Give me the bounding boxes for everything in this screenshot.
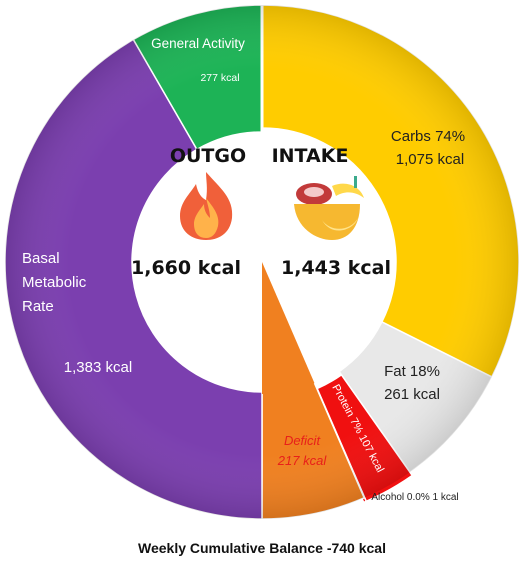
carbs-value: 1,075 kcal	[396, 151, 464, 168]
deficit-label: Deficit	[284, 433, 322, 448]
bmr-label-line: Rate	[22, 298, 54, 315]
food-bowl-icon	[294, 176, 364, 240]
fire-icon	[180, 172, 233, 240]
outgo-heading: OUTGO	[170, 145, 246, 167]
alcohol-label: Alcohol 0.0% 1 kcal	[371, 492, 458, 503]
chart-title: Weekly Cumulative Balance -740 kcal	[138, 540, 386, 556]
carbs-pct-label: Carbs 74%	[391, 128, 465, 145]
bmr-value: 1,383 kcal	[64, 359, 132, 376]
outgo-total: 1,660 kcal	[131, 257, 241, 279]
general-activity-label: General Activity	[151, 36, 245, 51]
bmr-label-line: Basal	[22, 250, 60, 267]
fat-value: 261 kcal	[384, 386, 440, 403]
deficit-value: 217 kcal	[277, 453, 328, 468]
general-activity-value: 277 kcal	[200, 72, 239, 84]
fat-pct-label: Fat 18%	[384, 363, 440, 380]
bmr-label-line: Metabolic	[22, 274, 87, 291]
intake-total: 1,443 kcal	[281, 257, 391, 279]
ring-shading	[5, 5, 519, 519]
intake-heading: INTAKE	[272, 145, 349, 167]
